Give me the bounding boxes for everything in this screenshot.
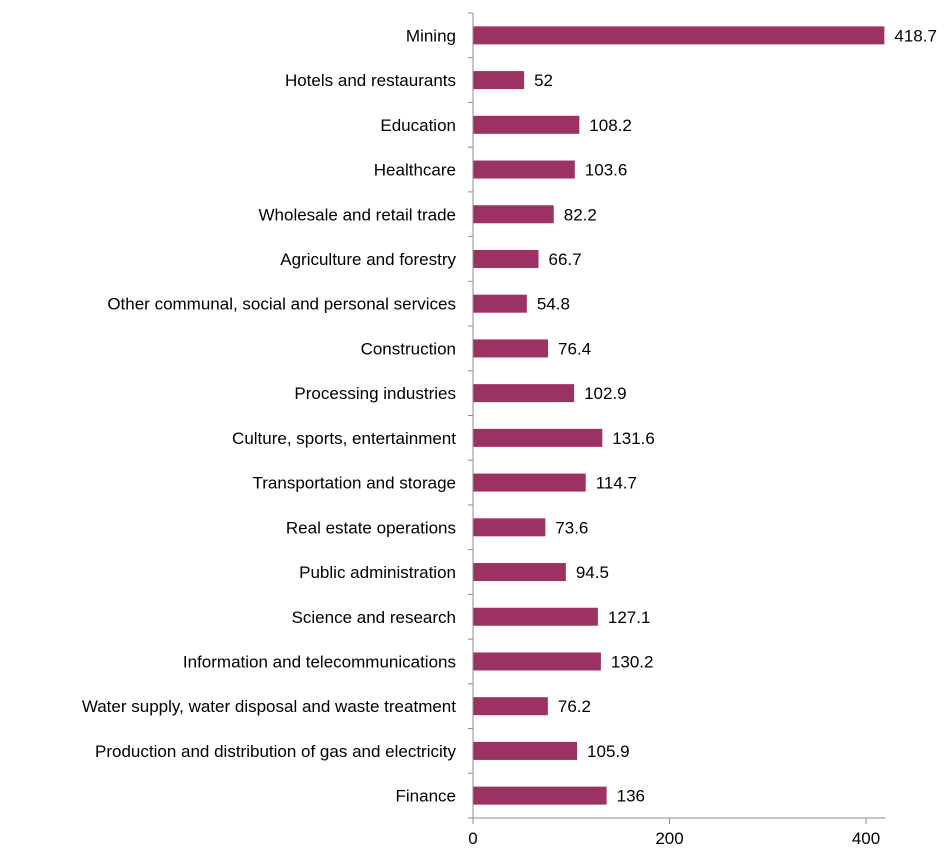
- labels-group: Mining 418.7 Hotels and restaurants 52 Educa…: [82, 26, 937, 805]
- value-label: 130.2: [611, 652, 654, 671]
- category-label: Wholesale and retail trade: [258, 205, 456, 224]
- value-label: 73.6: [555, 518, 588, 537]
- category-label: Education: [380, 116, 456, 135]
- category-label: Culture, sports, entertainment: [232, 429, 456, 448]
- value-label: 418.7: [894, 26, 937, 45]
- category-label: Mining: [406, 26, 456, 45]
- category-label: Construction: [361, 339, 456, 358]
- category-label: Science and research: [292, 608, 456, 627]
- bar: [473, 205, 554, 224]
- bars-group: [473, 26, 885, 805]
- x-tick-label: 200: [655, 829, 683, 848]
- value-label: 76.2: [558, 697, 591, 716]
- bar: [473, 160, 575, 179]
- value-label: 105.9: [587, 742, 630, 761]
- category-label: Information and telecommunications: [183, 652, 456, 671]
- x-tick-label: 0: [468, 829, 477, 848]
- category-label: Healthcare: [374, 161, 456, 180]
- category-label: Production and distribution of gas and e…: [95, 742, 456, 761]
- value-label: 136: [617, 787, 645, 806]
- value-label: 52: [534, 71, 553, 90]
- x-tick-label: 400: [852, 829, 880, 848]
- category-label: Finance: [396, 787, 456, 806]
- bar: [473, 384, 575, 403]
- value-label: 103.6: [585, 161, 628, 180]
- bar: [473, 473, 586, 492]
- value-label: 54.8: [537, 295, 570, 314]
- bar: [473, 428, 603, 447]
- value-label: 108.2: [589, 116, 632, 135]
- category-label: Transportation and storage: [253, 474, 457, 493]
- axes-group: 0 200 400: [468, 12, 886, 848]
- category-label: Hotels and restaurants: [285, 71, 456, 90]
- value-label: 114.7: [596, 474, 637, 493]
- value-label: 131.6: [612, 429, 655, 448]
- category-label: Public administration: [299, 563, 456, 582]
- bar: [473, 26, 885, 45]
- value-label: 94.5: [576, 563, 609, 582]
- bar: [473, 563, 566, 582]
- bar: [473, 518, 546, 537]
- bar: [473, 607, 598, 626]
- bar: [473, 115, 580, 134]
- category-label: Real estate operations: [286, 518, 456, 537]
- category-label: Other communal, social and personal serv…: [107, 295, 456, 314]
- value-label: 82.2: [564, 205, 597, 224]
- bar: [473, 249, 539, 268]
- value-label: 127.1: [608, 608, 651, 627]
- value-label: 66.7: [549, 250, 582, 269]
- category-label: Agriculture and forestry: [280, 250, 456, 269]
- bar: [473, 71, 525, 90]
- bar: [473, 294, 527, 313]
- bar: [473, 786, 607, 805]
- category-label: Water supply, water disposal and waste t…: [82, 697, 456, 716]
- bar: [473, 652, 601, 671]
- value-label: 102.9: [584, 384, 627, 403]
- bar: [473, 741, 578, 760]
- bar: [473, 339, 549, 358]
- bar: [473, 697, 548, 716]
- category-label: Processing industries: [294, 384, 456, 403]
- value-label: 76.4: [558, 339, 591, 358]
